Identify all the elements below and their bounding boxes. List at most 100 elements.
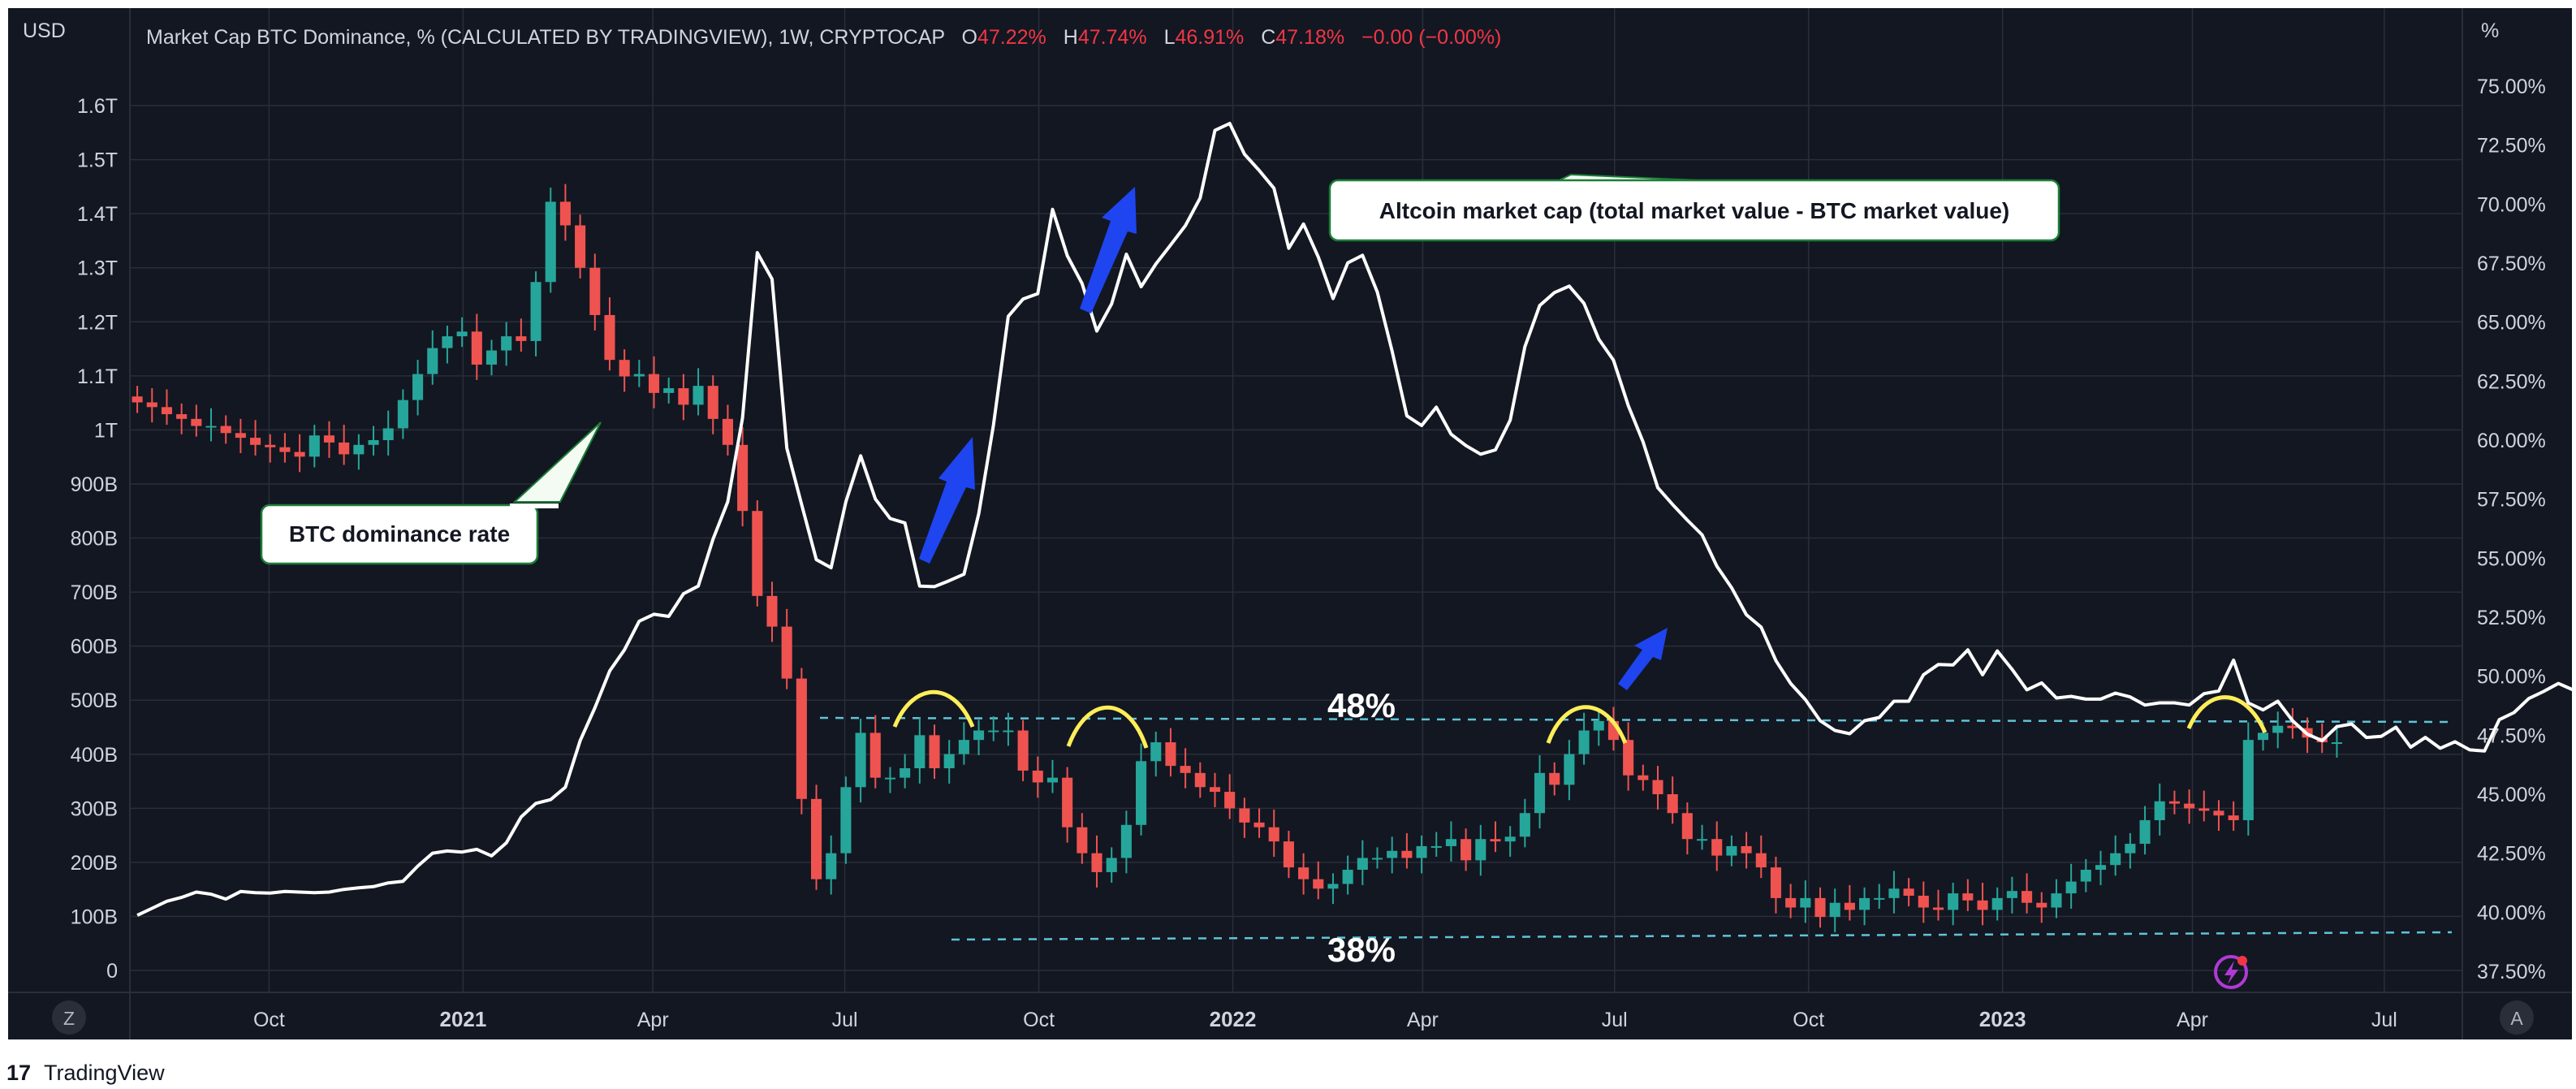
candle-body bbox=[1726, 845, 1737, 856]
candle-body bbox=[1519, 813, 1530, 837]
candle-body bbox=[1180, 766, 1191, 773]
candle-body bbox=[1504, 836, 1516, 842]
candle-body bbox=[1268, 827, 1279, 842]
candle-body bbox=[1859, 897, 1871, 910]
candle-body bbox=[1194, 772, 1206, 788]
candle-body bbox=[1490, 839, 1501, 842]
candle-body bbox=[2051, 893, 2062, 908]
candle-body bbox=[2198, 808, 2210, 811]
right-tick-label: 40.00% bbox=[2477, 901, 2546, 924]
candle-body bbox=[1003, 730, 1014, 732]
candle-body bbox=[1445, 839, 1456, 846]
left-tick-label: 700B bbox=[71, 581, 118, 604]
candle-body bbox=[2242, 740, 2254, 820]
right-tick-label: 42.50% bbox=[2477, 843, 2546, 866]
zoom-button-label: Z bbox=[63, 1008, 75, 1029]
candle-body bbox=[722, 418, 733, 445]
candle-body bbox=[1430, 845, 1442, 848]
candle-body bbox=[973, 730, 985, 741]
candle-body bbox=[2006, 891, 2017, 898]
left-axis-ticks: 1.6T 1.5T 1.4T 1.3T 1.2T 1.1T 1T 900B 800B 700B 60… bbox=[71, 95, 118, 983]
candle-body bbox=[1549, 772, 1560, 785]
candle-body bbox=[1239, 808, 1250, 823]
series-title-legend[interactable]: Market Cap BTC Dominance, % (CALCULATED … bbox=[146, 26, 1501, 49]
candle-body bbox=[914, 735, 926, 769]
candle-body bbox=[1948, 893, 1959, 910]
candle-body bbox=[1785, 897, 1797, 908]
tradingview-logo[interactable]: 17 TradingView bbox=[6, 1061, 165, 1085]
candle-body bbox=[855, 732, 866, 788]
candle-body bbox=[2184, 803, 2195, 809]
left-tick-label: 300B bbox=[71, 797, 118, 820]
candle-body bbox=[205, 426, 217, 428]
candle-body bbox=[2154, 801, 2165, 820]
candle-body bbox=[1046, 777, 1059, 783]
candle-body bbox=[1844, 902, 1855, 910]
series-title: Market Cap BTC Dominance, % (CALCULATED … bbox=[146, 26, 945, 49]
right-tick-label: 70.00% bbox=[2477, 193, 2546, 216]
btc-dominance-candles bbox=[132, 184, 2342, 933]
left-tick-label: 1.6T bbox=[77, 95, 118, 118]
candle-body bbox=[1888, 888, 1900, 898]
resistance-arc bbox=[892, 689, 975, 728]
left-tick-label: 600B bbox=[71, 636, 118, 659]
candle-body bbox=[1667, 794, 1678, 814]
callout-altcoin-market-cap[interactable]: Altcoin market cap (total market value -… bbox=[1328, 173, 2060, 242]
lightning-icon[interactable] bbox=[2214, 955, 2248, 989]
candle-body bbox=[279, 447, 291, 452]
candle-body bbox=[235, 433, 246, 439]
candle-body bbox=[1770, 867, 1782, 898]
candle-body bbox=[309, 435, 320, 457]
trend-arrow bbox=[1080, 187, 1137, 313]
callout-label: BTC dominance rate bbox=[289, 521, 510, 547]
candle-body bbox=[485, 350, 498, 365]
ohlc-open-key: O bbox=[962, 26, 977, 49]
candle-body bbox=[752, 511, 763, 596]
candle-body bbox=[516, 336, 527, 341]
candle-body bbox=[1932, 907, 1944, 910]
candle-body bbox=[1741, 845, 1752, 853]
right-tick-label: 60.00% bbox=[2477, 430, 2546, 452]
candle-body bbox=[1903, 888, 1914, 896]
time-tick-label: 2023 bbox=[1979, 1007, 2026, 1031]
resistance-arc bbox=[1066, 705, 1149, 749]
time-tick-label: Oct bbox=[1793, 1009, 1824, 1031]
auto-scale-button-label: A bbox=[2510, 1008, 2523, 1029]
time-tick-label: Apr bbox=[1407, 1009, 1439, 1031]
level-label-38: 38% bbox=[1327, 931, 1396, 969]
candle-body bbox=[1918, 895, 1929, 908]
candle-body bbox=[1313, 879, 1324, 889]
candle-body bbox=[2139, 819, 2151, 845]
candle-body bbox=[1091, 853, 1102, 872]
right-tick-label: 55.00% bbox=[2477, 547, 2546, 570]
right-tick-label: 62.50% bbox=[2477, 370, 2546, 393]
callout-btc-dominance[interactable]: BTC dominance rate bbox=[260, 421, 602, 565]
right-tick-label: 57.50% bbox=[2477, 489, 2546, 512]
left-tick-label: 800B bbox=[71, 528, 118, 551]
candle-body bbox=[1357, 858, 1368, 871]
altcoin-market-cap-line[interactable] bbox=[136, 122, 2576, 917]
ohlc-high-key: H bbox=[1064, 26, 1078, 49]
candle-body bbox=[1209, 787, 1221, 793]
candle-body bbox=[1165, 742, 1176, 767]
candle-body bbox=[545, 201, 556, 283]
candle-body bbox=[412, 374, 424, 400]
zoom-button[interactable]: Z bbox=[52, 1000, 86, 1035]
candle-body bbox=[2036, 902, 2047, 908]
candle-body bbox=[2080, 870, 2091, 882]
candle-body bbox=[1534, 772, 1546, 814]
candle-body bbox=[1136, 761, 1147, 825]
candle-body bbox=[339, 442, 350, 455]
right-tick-label: 67.50% bbox=[2477, 253, 2546, 275]
grid-lines bbox=[130, 8, 2462, 992]
right-axis-ticks: 75.00% 72.50% 70.00% 67.50% 65.00% 62.50% 60.0… bbox=[2477, 76, 2546, 983]
candle-body bbox=[2272, 725, 2284, 733]
candle-body bbox=[501, 336, 512, 351]
time-tick-label: 2021 bbox=[440, 1007, 487, 1031]
candle-body bbox=[1387, 850, 1398, 858]
candle-body bbox=[1062, 777, 1073, 828]
level-line-48[interactable] bbox=[819, 716, 2453, 724]
auto-scale-button[interactable]: A bbox=[2500, 1000, 2534, 1035]
level-line-38[interactable] bbox=[951, 931, 2453, 941]
